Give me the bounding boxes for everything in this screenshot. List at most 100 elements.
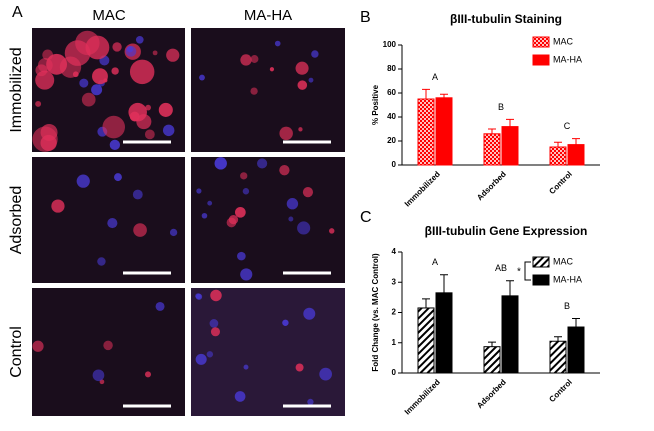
cell-blob xyxy=(51,199,65,213)
cell-blob xyxy=(129,59,155,85)
cell-blob xyxy=(279,165,290,176)
row-label: Immobilized xyxy=(8,47,25,132)
bar xyxy=(501,295,519,374)
cell-blob xyxy=(111,67,119,75)
cell-blob xyxy=(279,126,293,141)
cell-blob xyxy=(311,50,319,58)
cell-blob xyxy=(79,78,89,88)
cell-blob xyxy=(133,223,147,237)
cell-blob xyxy=(85,35,110,60)
cell-blob xyxy=(282,319,289,326)
error-bar xyxy=(572,318,580,328)
y-tick-label: 2 xyxy=(392,308,397,317)
error-bar xyxy=(506,280,514,296)
cell-blob xyxy=(295,363,304,372)
y-tick-label: 100 xyxy=(383,40,397,49)
y-tick-label: 1 xyxy=(392,338,397,347)
legend-label: MAC xyxy=(553,256,574,266)
error-bar xyxy=(554,336,562,342)
legend-bracket xyxy=(524,261,531,281)
cell-blob xyxy=(195,293,203,300)
annotation: AB xyxy=(495,263,507,273)
bar xyxy=(435,292,453,374)
legend-label: MAC xyxy=(553,36,574,46)
error-bar xyxy=(488,128,496,134)
cell-blob xyxy=(155,301,165,311)
legend-swatch xyxy=(532,36,550,48)
cell-blob xyxy=(207,200,213,206)
cell-blob xyxy=(136,114,152,130)
y-tick-label: 20 xyxy=(387,136,396,145)
cell-blob xyxy=(257,158,268,169)
cell-blob xyxy=(206,351,214,358)
cell-blob xyxy=(228,214,239,225)
panel-label: C xyxy=(360,209,372,226)
cell-blob xyxy=(295,61,309,75)
cell-blob xyxy=(144,129,155,140)
cell-blob xyxy=(329,228,335,234)
cell-blob xyxy=(240,54,252,66)
y-tick-label: 0 xyxy=(392,368,397,377)
annotation: C xyxy=(564,121,571,131)
x-tick-label: Immobilized xyxy=(403,377,442,416)
cell-blob xyxy=(302,187,314,198)
error-bar xyxy=(554,141,562,147)
image-background xyxy=(191,288,345,416)
cell-blob xyxy=(102,115,126,139)
chart-title: βIII-tubulin Staining xyxy=(450,12,562,26)
legend-swatch xyxy=(532,54,550,66)
y-axis-label: % Positive xyxy=(371,84,380,125)
cell-blob xyxy=(288,216,294,222)
error-bar xyxy=(440,93,448,98)
image-background xyxy=(191,28,345,152)
cell-blob xyxy=(303,307,316,320)
cell-blob xyxy=(103,340,113,351)
cell-blob xyxy=(243,364,249,370)
error-bar xyxy=(572,138,580,145)
micrograph xyxy=(32,288,185,416)
cell-blob xyxy=(195,353,207,365)
cell-blob xyxy=(144,371,151,378)
legend-label: MA-HA xyxy=(553,274,582,284)
chart-title: βIII-tubulin Gene Expression xyxy=(425,224,588,238)
cell-blob xyxy=(76,174,90,188)
cell-blob xyxy=(199,74,205,81)
cell-blob xyxy=(112,42,122,52)
cell-blob xyxy=(97,257,106,266)
cell-blob xyxy=(152,50,158,56)
cell-blob xyxy=(308,77,314,83)
micrograph xyxy=(32,28,185,152)
bar xyxy=(483,346,501,374)
cell-blob xyxy=(40,134,57,152)
bar xyxy=(501,126,519,166)
x-tick-label: Immobilized xyxy=(403,169,442,208)
x-tick-label: Adsorbed xyxy=(475,169,508,202)
panel-label: B xyxy=(360,9,371,26)
cell-blob xyxy=(237,251,246,261)
cell-blob xyxy=(269,67,275,72)
cell-blob xyxy=(35,100,42,107)
panel-label: A xyxy=(12,4,23,21)
cell-blob xyxy=(307,398,314,406)
bar xyxy=(435,97,453,166)
column-label: MAC xyxy=(92,7,126,24)
cell-blob xyxy=(99,379,105,385)
bar xyxy=(567,326,585,374)
cell-blob xyxy=(210,327,220,337)
cell-blob xyxy=(214,157,227,170)
cell-blob xyxy=(319,367,332,381)
cell-blob xyxy=(209,319,219,328)
bar xyxy=(549,340,567,374)
row-label: Adsorbed xyxy=(8,186,25,255)
legend-swatch xyxy=(532,274,550,286)
legend-label: MA-HA xyxy=(553,54,582,64)
cell-blob xyxy=(169,228,178,237)
bar xyxy=(417,98,435,166)
micrograph xyxy=(32,157,185,283)
y-tick-label: 3 xyxy=(392,277,397,286)
annotation: B xyxy=(498,102,504,112)
cell-blob xyxy=(234,391,246,402)
error-bar xyxy=(422,298,430,308)
cell-blob xyxy=(196,188,202,194)
